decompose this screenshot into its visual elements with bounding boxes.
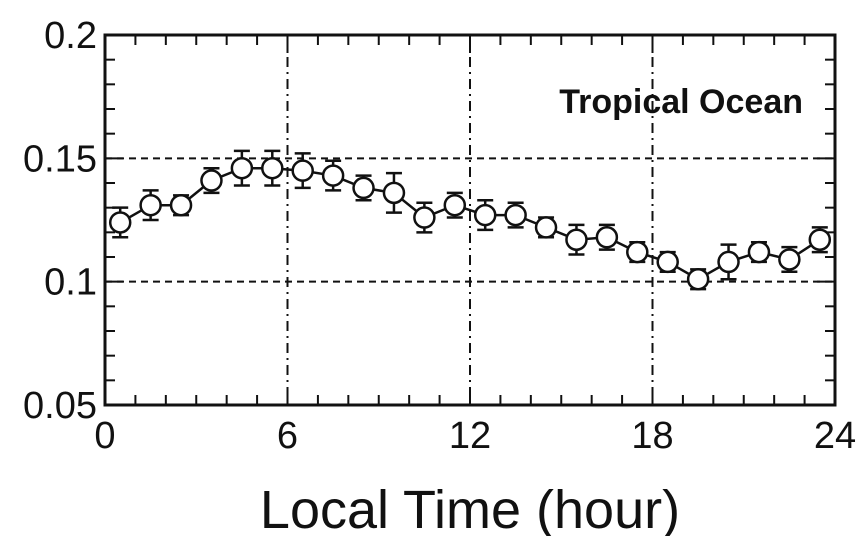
data-point — [504, 201, 527, 229]
data-point — [108, 206, 132, 239]
data-marker — [230, 156, 254, 180]
data-series — [108, 149, 832, 291]
data-point — [352, 174, 375, 202]
data-point — [291, 152, 314, 190]
annotation-label: Tropical Ocean — [559, 83, 803, 121]
data-marker — [108, 211, 132, 234]
data-point — [595, 223, 619, 251]
data-point — [200, 166, 223, 195]
x-tick-label: 24 — [814, 415, 856, 457]
data-point — [626, 240, 649, 264]
data-marker — [534, 216, 558, 239]
data-marker — [169, 193, 193, 217]
data-marker — [382, 181, 406, 205]
data-point — [778, 245, 801, 274]
plot-frame — [103, 33, 837, 407]
data-point — [139, 189, 162, 222]
data-point — [169, 193, 193, 217]
data-marker — [291, 159, 314, 182]
grid-lines — [105, 35, 835, 405]
data-marker — [139, 193, 162, 217]
data-point — [656, 250, 679, 274]
data-marker — [565, 228, 588, 251]
data-point — [565, 223, 588, 256]
x-tick-label: 0 — [94, 415, 115, 457]
data-marker — [413, 206, 436, 229]
data-point — [230, 149, 254, 187]
data-point — [534, 216, 558, 239]
data-marker — [352, 176, 375, 200]
data-point — [473, 199, 497, 232]
data-marker — [473, 203, 497, 227]
data-marker — [595, 226, 619, 249]
data-point — [717, 243, 740, 281]
y-tick-label: 0.15 — [23, 138, 97, 180]
data-marker — [443, 193, 467, 217]
tick-labels: 0 6 12 18 24 0.05 0.1 0.15 0.2 — [23, 15, 856, 457]
data-marker — [626, 240, 649, 264]
y-tick-label: 0.05 — [23, 385, 97, 427]
y-tick-label: 0.1 — [44, 262, 97, 304]
data-point — [686, 267, 710, 291]
data-marker — [504, 203, 527, 227]
data-marker — [747, 240, 771, 264]
data-marker — [717, 250, 740, 274]
data-point — [747, 240, 771, 264]
x-tick-label: 6 — [277, 415, 298, 457]
data-point — [413, 201, 436, 234]
data-point — [808, 226, 832, 254]
data-marker — [808, 228, 832, 251]
data-marker — [686, 267, 710, 291]
data-point — [382, 171, 406, 214]
data-point — [443, 191, 467, 219]
data-point — [321, 159, 345, 192]
data-marker — [261, 156, 284, 180]
data-marker — [656, 250, 679, 274]
data-marker — [200, 169, 223, 192]
y-tick-label: 0.2 — [44, 15, 97, 57]
data-marker — [321, 164, 345, 187]
x-tick-label: 18 — [631, 415, 673, 457]
x-tick-label: 12 — [449, 415, 491, 457]
x-axis-title: Local Time (hour) — [260, 480, 680, 536]
data-point — [261, 149, 284, 187]
data-marker — [778, 248, 801, 271]
